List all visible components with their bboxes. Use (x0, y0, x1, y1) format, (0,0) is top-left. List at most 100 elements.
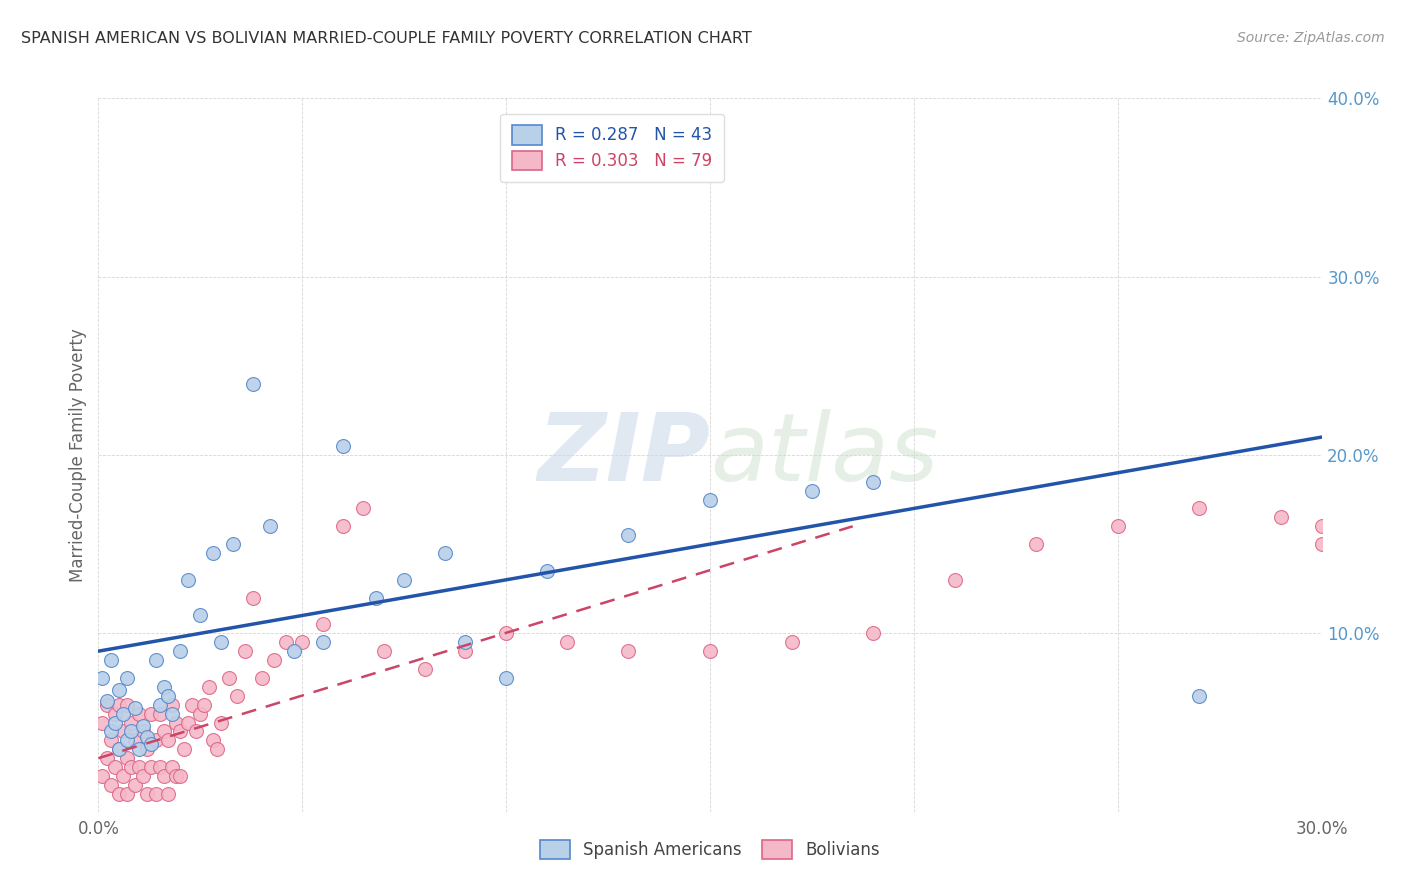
Point (108, 742, 131, 756)
Point (312, 635, 335, 649)
Point (152, 769, 174, 783)
Point (132, 769, 155, 783)
Y-axis label: Married-Couple Family Poverty: Married-Couple Family Poverty (69, 328, 87, 582)
Point (862, 475, 884, 489)
Point (263, 653, 285, 667)
Point (209, 635, 232, 649)
Text: Source: ZipAtlas.com: Source: ZipAtlas.com (1237, 31, 1385, 45)
Point (1188, 689, 1211, 703)
Point (413, 662, 436, 676)
Point (96, 694, 118, 708)
Point (197, 680, 219, 694)
Point (108, 698, 131, 712)
Point (617, 528, 640, 542)
Point (373, 644, 395, 658)
Point (115, 698, 138, 712)
Point (259, 519, 281, 533)
Point (145, 787, 167, 801)
Point (108, 787, 131, 801)
Point (120, 715, 142, 730)
Point (115, 751, 138, 765)
Point (780, 635, 803, 649)
Point (188, 706, 212, 721)
Point (149, 698, 172, 712)
Point (364, 591, 387, 605)
Point (156, 733, 179, 747)
Point (312, 617, 335, 632)
Point (205, 742, 228, 756)
Point (242, 591, 264, 605)
Point (274, 635, 297, 649)
Point (226, 689, 249, 703)
Point (186, 724, 208, 739)
Point (104, 760, 127, 774)
Point (124, 701, 146, 715)
Point (100, 778, 122, 792)
Point (862, 626, 884, 640)
Point (128, 706, 150, 721)
Point (332, 519, 354, 533)
Point (145, 733, 167, 747)
Point (233, 644, 256, 658)
Point (128, 760, 150, 774)
Point (392, 573, 416, 587)
Point (96, 698, 118, 712)
Legend: Spanish Americans, Bolivians: Spanish Americans, Bolivians (531, 831, 889, 868)
Point (1310, 537, 1333, 551)
Text: ZIP: ZIP (537, 409, 710, 501)
Point (152, 680, 174, 694)
Point (108, 683, 131, 698)
Point (165, 715, 187, 730)
Point (250, 671, 273, 685)
Point (156, 787, 179, 801)
Point (136, 787, 159, 801)
Point (454, 635, 477, 649)
Point (132, 724, 155, 739)
Point (145, 653, 167, 667)
Point (1270, 510, 1292, 524)
Point (165, 769, 187, 783)
Point (91, 715, 114, 730)
Point (801, 483, 824, 498)
Point (120, 760, 142, 774)
Point (1310, 519, 1333, 533)
Point (454, 644, 477, 658)
Point (104, 715, 127, 730)
Point (160, 706, 183, 721)
Point (495, 671, 517, 685)
Point (495, 626, 517, 640)
Point (152, 724, 174, 739)
Point (115, 787, 138, 801)
Point (193, 698, 215, 712)
Point (218, 671, 240, 685)
Point (136, 742, 159, 756)
Point (222, 537, 245, 551)
Point (128, 742, 150, 756)
Point (124, 733, 146, 747)
Point (557, 635, 579, 649)
Point (111, 769, 134, 783)
Point (91, 671, 114, 685)
Point (434, 546, 457, 560)
Point (141, 760, 163, 774)
Point (283, 644, 305, 658)
Point (352, 501, 374, 516)
Point (201, 733, 224, 747)
Point (124, 778, 146, 792)
Point (699, 492, 721, 507)
Text: atlas: atlas (710, 409, 938, 500)
Point (115, 671, 138, 685)
Point (91, 769, 114, 783)
Point (181, 698, 204, 712)
Point (177, 715, 200, 730)
Point (149, 760, 172, 774)
Point (132, 719, 155, 733)
Point (173, 742, 195, 756)
Point (1025, 537, 1047, 551)
Point (617, 644, 640, 658)
Point (160, 760, 183, 774)
Text: SPANISH AMERICAN VS BOLIVIAN MARRIED-COUPLE FAMILY POVERTY CORRELATION CHART: SPANISH AMERICAN VS BOLIVIAN MARRIED-COU… (21, 31, 752, 46)
Point (96, 751, 118, 765)
Point (115, 733, 138, 747)
Point (188, 608, 212, 623)
